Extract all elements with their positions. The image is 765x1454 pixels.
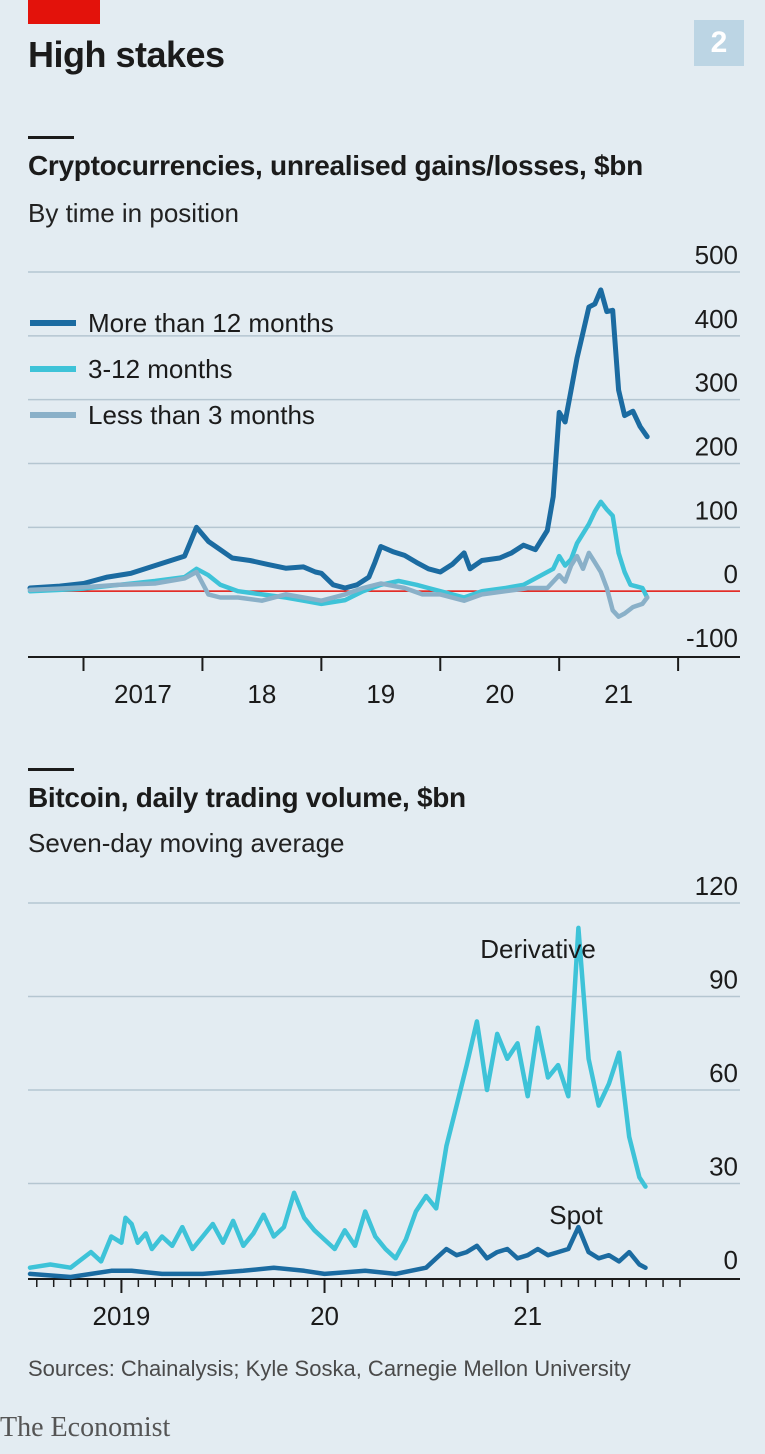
- chart1-y-tick-label: 100: [695, 495, 738, 525]
- chart1-series-line-2: [27, 550, 650, 619]
- legend-label-12m: More than 12 months: [88, 307, 334, 338]
- chart2-title: Bitcoin, daily trading volume, $bn: [28, 782, 466, 813]
- legend-item-3-12m: 3-12 months: [30, 346, 334, 392]
- chart1-y-tick-label: 0: [724, 559, 738, 589]
- chart1-y-tick-label: -100: [686, 623, 738, 653]
- chart2-series-line-0: [27, 925, 648, 1270]
- chart2-y-tick-label: 60: [709, 1058, 738, 1088]
- legend-item-12m: More than 12 months: [30, 300, 334, 346]
- publisher-logo: The Economist: [0, 1412, 171, 1443]
- chart1-y-tick-label: 500: [695, 240, 738, 270]
- chart2-y-tick-label: 120: [695, 871, 738, 901]
- page-title: High stakes: [28, 34, 225, 75]
- brand-red-tag: [28, 0, 100, 24]
- chart2-x-tick-label: 2019: [92, 1301, 150, 1331]
- chart2-y-tick-label: 0: [724, 1245, 738, 1275]
- chart1-subtitle: By time in position: [28, 198, 239, 228]
- chart1-y-tick-label: 200: [695, 432, 738, 462]
- legend-swatch-3-12m: [30, 366, 76, 372]
- chart2-y-tick-label: 90: [709, 965, 738, 995]
- chart2-y-tick-label: 30: [709, 1152, 738, 1182]
- chart-number-badge: 2: [694, 20, 744, 66]
- chart1-plot: 500 400 300 200 100 0 -100 2017 18 19 20 21: [27, 240, 740, 709]
- chart1-x-tick-label: 19: [366, 679, 395, 709]
- chart1-x-tick-label: 18: [247, 679, 276, 709]
- chart1-x-tick-label: 21: [604, 679, 633, 709]
- chart1-series-line-1: [27, 499, 650, 607]
- legend-label-lt3m: Less than 3 months: [88, 399, 315, 430]
- chart1-title: Cryptocurrencies, unrealised gains/losse…: [28, 150, 643, 181]
- chart1-y-tick-label: 300: [695, 368, 738, 398]
- chart2-x-tick-label: 21: [513, 1301, 542, 1331]
- legend-swatch-12m: [30, 320, 76, 326]
- legend-item-lt3m: Less than 3 months: [30, 392, 334, 438]
- legend-swatch-lt3m: [30, 412, 76, 418]
- chart2-annotation-derivative: Derivative: [480, 934, 596, 964]
- chart2-subtitle: Seven-day moving average: [28, 828, 345, 858]
- chart2-title-rule: [28, 768, 74, 771]
- chart1-legend: More than 12 months 3-12 months Less tha…: [30, 300, 334, 438]
- chart1-series-line-0: [27, 287, 650, 591]
- chart2-series-line-1: [27, 1224, 648, 1280]
- chart2-annotation-spot: Spot: [549, 1200, 603, 1230]
- chart1-y-tick-label: 400: [695, 304, 738, 334]
- legend-label-3-12m: 3-12 months: [88, 353, 233, 384]
- sources-note: Sources: Chainalysis; Kyle Soska, Carneg…: [28, 1356, 631, 1381]
- chart1-title-rule: [28, 136, 74, 139]
- chart2-x-tick-label: 20: [310, 1301, 339, 1331]
- chart1-x-tick-label: 2017: [114, 679, 172, 709]
- chart1-x-tick-label: 20: [485, 679, 514, 709]
- chart2-plot: 120 90 60 30 0 2019 20 21 Derivative Spot: [27, 871, 740, 1331]
